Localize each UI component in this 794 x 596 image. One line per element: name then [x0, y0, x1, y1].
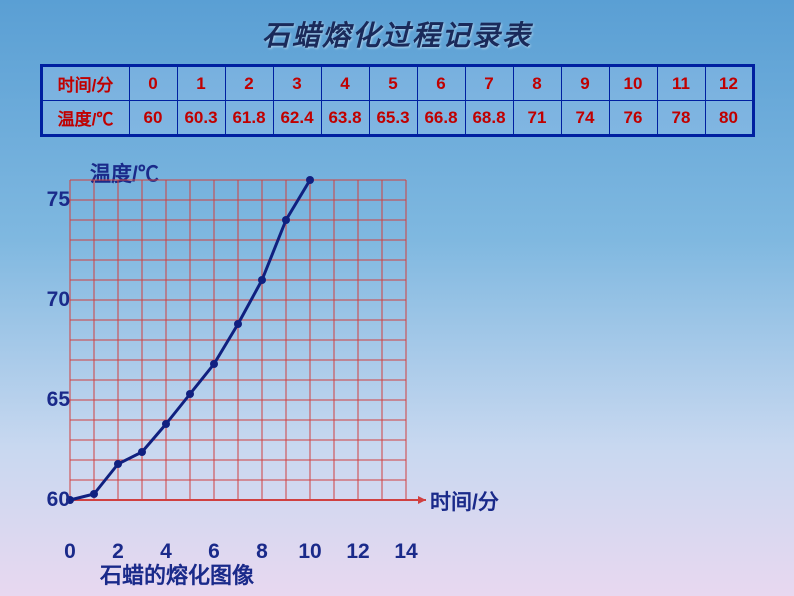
x-tick-label: 12 [346, 540, 369, 564]
cell: 62.4 [273, 101, 321, 136]
chart-caption: 石蜡的熔化图像 [100, 558, 254, 590]
y-tick-label: 65 [47, 388, 70, 412]
cell: 60 [129, 101, 177, 136]
x-tick-label: 8 [256, 540, 268, 564]
cell: 10 [609, 66, 657, 101]
cell: 80 [705, 101, 753, 136]
cell: 2 [225, 66, 273, 101]
table-row-temp: 温度/℃ 60 60.3 61.8 62.4 63.8 65.3 66.8 68… [41, 101, 753, 136]
y-tick-label: 60 [47, 488, 70, 512]
y-tick-label: 70 [47, 288, 70, 312]
cell: 0 [129, 66, 177, 101]
x-tick-label: 0 [64, 540, 76, 564]
row-header-time: 时间/分 [41, 66, 129, 101]
data-table: 时间/分 0 1 2 3 4 5 6 7 8 9 10 11 12 温度/℃ 6… [40, 64, 755, 137]
cell: 71 [513, 101, 561, 136]
chart-svg [20, 150, 500, 550]
cell: 60.3 [177, 101, 225, 136]
cell: 68.8 [465, 101, 513, 136]
cell: 9 [561, 66, 609, 101]
cell: 7 [465, 66, 513, 101]
x-tick-label: 10 [298, 540, 321, 564]
row-header-temp: 温度/℃ [41, 101, 129, 136]
table-row-time: 时间/分 0 1 2 3 4 5 6 7 8 9 10 11 12 [41, 66, 753, 101]
cell: 66.8 [417, 101, 465, 136]
y-tick-label: 75 [47, 188, 70, 212]
cell: 5 [369, 66, 417, 101]
cell: 78 [657, 101, 705, 136]
x-tick-label: 14 [394, 540, 417, 564]
cell: 8 [513, 66, 561, 101]
cell: 74 [561, 101, 609, 136]
cell: 11 [657, 66, 705, 101]
cell: 63.8 [321, 101, 369, 136]
cell: 4 [321, 66, 369, 101]
page-title: 石蜡熔化过程记录表 [0, 0, 794, 54]
cell: 12 [705, 66, 753, 101]
chart-area: 温度/℃ 时间/分 60657075 02468101214 石蜡的熔化图像 [20, 150, 500, 590]
cell: 3 [273, 66, 321, 101]
cell: 6 [417, 66, 465, 101]
cell: 76 [609, 101, 657, 136]
cell: 1 [177, 66, 225, 101]
cell: 65.3 [369, 101, 417, 136]
cell: 61.8 [225, 101, 273, 136]
